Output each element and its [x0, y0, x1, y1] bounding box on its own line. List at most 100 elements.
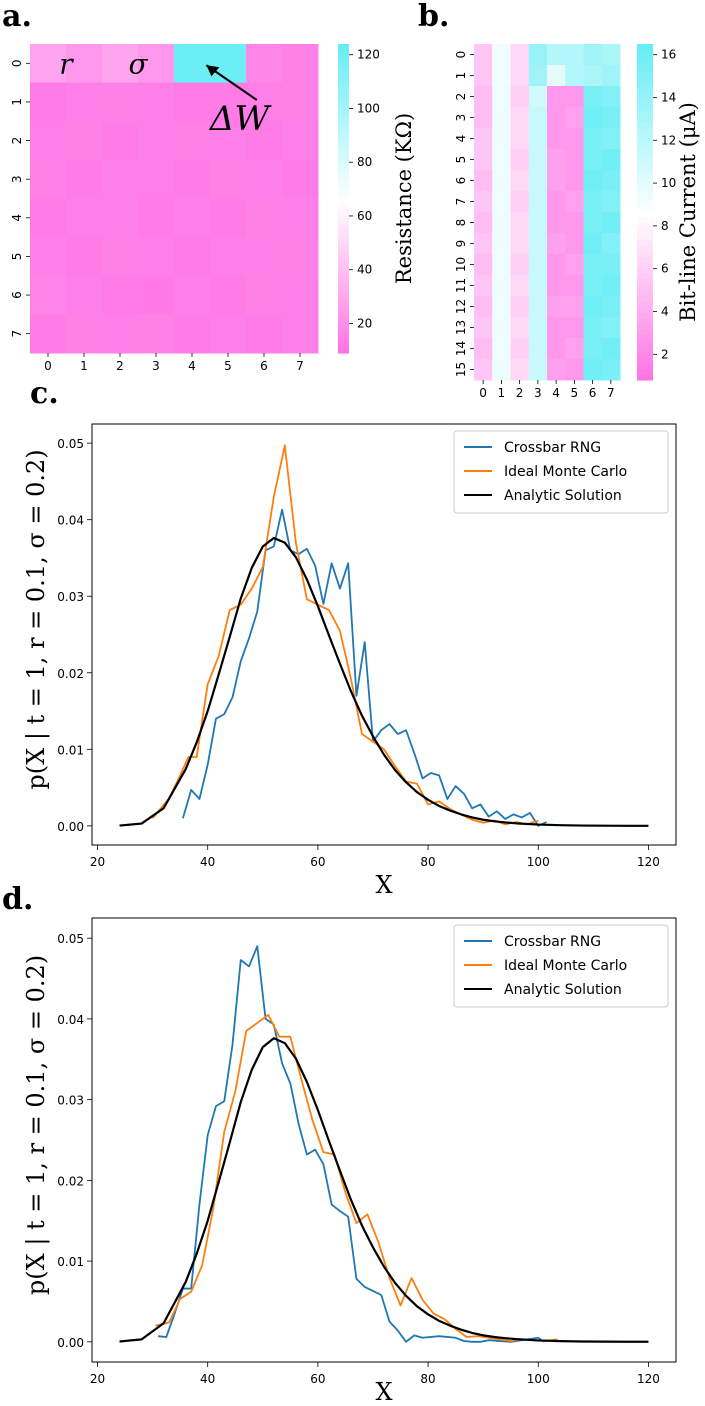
heatmap-cell — [601, 86, 621, 108]
heatmap-cell — [583, 191, 603, 213]
heatmap-cell — [528, 212, 548, 234]
colorbar-segment — [637, 268, 653, 275]
heatmap-cell — [601, 149, 621, 171]
heatmap-cell — [583, 233, 603, 255]
heatmap-cell — [583, 212, 603, 234]
colorbar-segment — [637, 100, 653, 107]
colorbar-segment — [338, 59, 349, 66]
colorbar-segment — [338, 172, 349, 179]
heatmap-cell — [565, 149, 584, 171]
colorbar-segment — [338, 95, 349, 102]
heatmap-cell — [30, 275, 67, 315]
heatmap-cell — [565, 128, 584, 150]
colorbar-tick-label: 100 — [357, 101, 380, 115]
heatmap-cell — [565, 107, 584, 129]
heatmap-cell — [510, 107, 530, 129]
series-line-crossbar-rng — [158, 945, 545, 1343]
y-tick-label: 8 — [454, 219, 468, 227]
heatmap-cell — [601, 275, 621, 297]
y-tick-label: 3 — [454, 114, 468, 122]
colorbar-segment — [637, 312, 653, 319]
panel-letter: c. — [30, 376, 59, 411]
colorbar-segment — [338, 167, 349, 174]
series-line-ideal-monte-carlo — [155, 1013, 558, 1342]
y-axis-label: p(X | t = 1, r = 0.1, σ = 0.2) — [22, 449, 51, 789]
colorbar-segment — [338, 193, 349, 200]
heatmap-cell — [492, 212, 511, 234]
heatmap-cell — [210, 121, 247, 161]
colorbar-segment — [637, 234, 653, 241]
heatmap-cell — [492, 65, 511, 87]
heatmap-cell — [565, 359, 584, 381]
heatmap-cell — [565, 296, 584, 318]
heatmap-cell — [547, 317, 566, 339]
heatmap-cell — [282, 314, 319, 354]
colorbar-segment — [338, 141, 349, 148]
heatmap-cell — [583, 44, 603, 66]
heatmap-cell — [528, 275, 548, 297]
legend-label: Analytic Solution — [504, 982, 622, 998]
y-tick-label: 14 — [454, 341, 468, 356]
colorbar-segment — [637, 133, 653, 140]
colorbar-label: Bit-line Current (μA) — [676, 102, 700, 322]
heatmap-cell — [528, 317, 548, 339]
colorbar-segment — [637, 111, 653, 118]
colorbar-segment — [338, 208, 349, 215]
colorbar-segment — [637, 105, 653, 112]
colorbar-segment — [637, 245, 653, 252]
heatmap-cell — [601, 170, 621, 192]
heatmap-cell — [565, 86, 584, 108]
colorbar-tick-label: 12 — [661, 133, 676, 147]
colorbar-segment — [637, 324, 653, 331]
heatmap-cell — [510, 86, 530, 108]
heatmap-cell — [492, 191, 511, 213]
heatmap-cell — [601, 191, 621, 213]
colorbar-segment — [637, 206, 653, 213]
colorbar-segment — [637, 374, 653, 381]
heatmap-cell — [282, 44, 319, 84]
heatmap-cell — [102, 159, 139, 199]
colorbar-segment — [637, 167, 653, 174]
heatmap-cell — [138, 198, 175, 238]
colorbar-segment — [637, 77, 653, 84]
y-tick-label: 0.05 — [57, 932, 84, 946]
heatmap-cell — [547, 212, 566, 234]
x-tick-label: 3 — [534, 386, 542, 400]
colorbar-segment — [338, 234, 349, 241]
heatmap-cell — [547, 254, 566, 276]
colorbar-tick-label: 4 — [661, 305, 669, 319]
colorbar-segment — [637, 340, 653, 347]
heatmap-cell — [246, 44, 283, 84]
heatmap-cell — [547, 275, 566, 297]
heatmap-cell — [174, 82, 211, 122]
x-tick-label: 60 — [310, 1372, 325, 1386]
heatmap-cell — [246, 314, 283, 354]
colorbar-segment — [637, 144, 653, 151]
heatmap-cell — [102, 237, 139, 277]
colorbar-segment — [637, 363, 653, 370]
colorbar-segment — [338, 188, 349, 194]
colorbar-segment — [338, 85, 349, 91]
colorbar-segment — [637, 262, 653, 269]
heatmap-cell — [547, 296, 566, 318]
y-tick-label: 0.00 — [57, 820, 84, 834]
colorbar-segment — [637, 94, 653, 101]
colorbar-segment — [338, 105, 349, 112]
heatmap-cell — [492, 233, 511, 255]
heatmap-cell — [30, 198, 67, 238]
heatmap-cell — [528, 128, 548, 150]
heatmap-cell — [174, 314, 211, 354]
colorbar-segment — [338, 301, 349, 308]
heatmap-cell — [210, 198, 247, 238]
y-tick-label: 6 — [454, 177, 468, 185]
heatmap-cell — [474, 65, 493, 87]
y-tick-label: 0.00 — [57, 1336, 84, 1350]
y-tick-label: 0.02 — [57, 667, 84, 681]
heatmap-cell — [547, 359, 566, 381]
x-tick-label: 40 — [200, 1372, 215, 1386]
heatmap-cell — [30, 44, 67, 84]
legend-box — [453, 430, 669, 514]
heatmap-cell — [528, 170, 548, 192]
x-tick-label: 120 — [637, 1372, 660, 1386]
